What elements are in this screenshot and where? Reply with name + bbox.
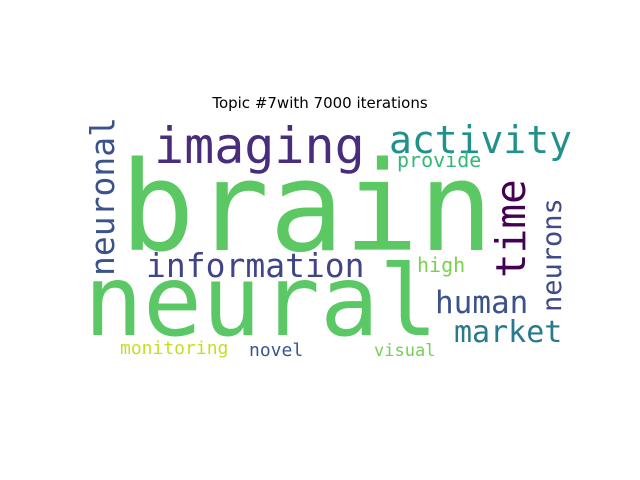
word-visual: visual <box>374 341 436 361</box>
word-human: human <box>435 285 529 321</box>
word-novel: novel <box>249 340 304 361</box>
word-provide: provide <box>397 148 482 172</box>
word-cloud: brain neural imaging activity neuronal i… <box>80 117 576 361</box>
word-activity: activity <box>389 118 573 162</box>
word-market: market <box>454 315 563 350</box>
word-neuronal: neuronal <box>83 117 122 276</box>
word-high: high <box>417 253 466 277</box>
figure-title: Topic #7with 7000 iterations <box>212 94 428 112</box>
word-neurons: neurons <box>537 198 568 312</box>
word-time: time <box>487 179 535 278</box>
word-neural: neural <box>84 245 439 359</box>
word-monitoring: monitoring <box>120 338 229 359</box>
word-information: information <box>146 246 365 285</box>
word-brain: brain <box>120 136 494 280</box>
word-imaging: imaging <box>154 117 365 175</box>
